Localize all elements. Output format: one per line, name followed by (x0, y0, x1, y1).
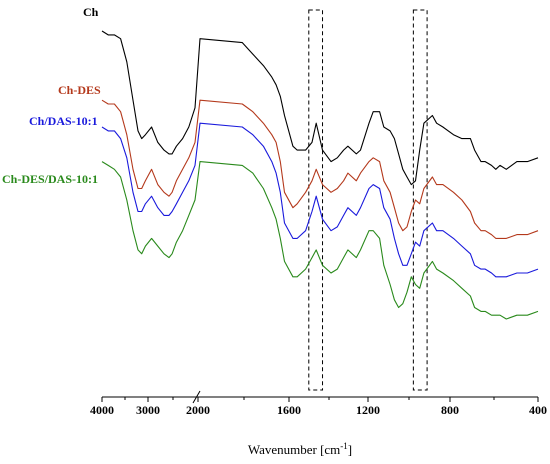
highlight-regions (308, 9, 428, 391)
highlight-region-1 (308, 9, 324, 391)
x-tick-label: 4000 (90, 403, 114, 417)
highlight-region-2 (412, 9, 428, 391)
series-labels: Ch Ch-DES Ch/DAS-10:1 Ch-DES/DAS-10:1 (2, 5, 101, 186)
x-axis-title: Wavenumber [cm-1] (248, 441, 352, 457)
x-axis: 4000 3000 2000 1600 1200 800 400 (90, 390, 547, 417)
x-tick-label: 1600 (277, 403, 301, 417)
series-label-ch-des: Ch-DES (58, 83, 101, 97)
axis-break-mark (192, 390, 201, 404)
series-line-ch-das-10-1 (101, 122, 539, 278)
series-label-ch-des-das-10-1: Ch-DES/DAS-10:1 (2, 172, 98, 186)
series-line-ch-des-das-10-1 (101, 161, 539, 320)
x-tick-label: 3000 (136, 403, 160, 417)
x-tick-label: 800 (441, 403, 459, 417)
x-tick-label: 1200 (356, 403, 380, 417)
series-label-ch-das-10-1: Ch/DAS-10:1 (29, 114, 98, 128)
x-tick-label: 2000 (186, 403, 210, 417)
series-line-ch-des (101, 99, 539, 239)
x-tick-label: 400 (529, 403, 547, 417)
series-label-ch: Ch (83, 5, 99, 19)
series-line-ch (101, 30, 539, 186)
series-lines (101, 30, 539, 320)
